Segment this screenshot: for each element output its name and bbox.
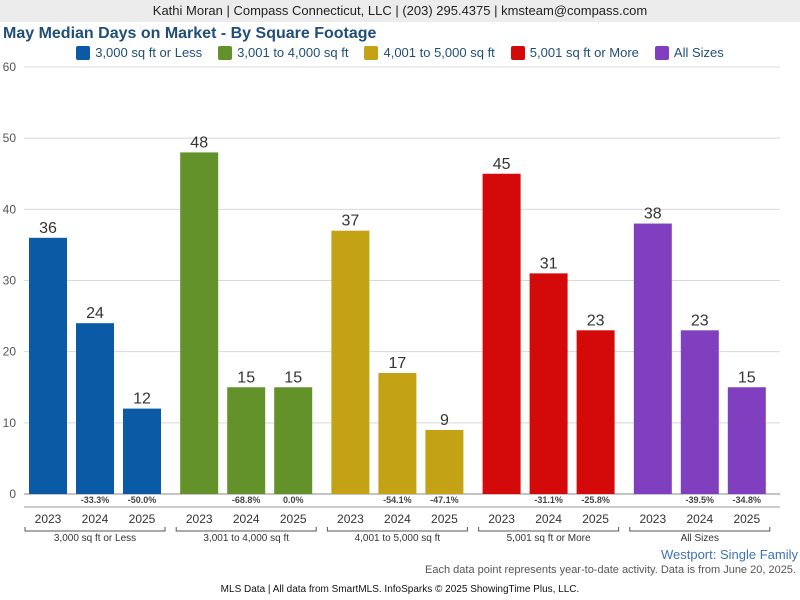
bar [633,223,672,495]
legend-swatch [510,45,525,60]
group-bracket [326,527,468,532]
x-tick-label: 2024 [535,512,562,526]
group-label: All Sizes [681,533,719,544]
bar-value-label: 9 [440,412,449,429]
series-subtitle: Westport: Single Family [660,547,798,562]
change-label: -34.8% [733,495,762,505]
bar [425,429,464,494]
change-label: -31.1% [534,495,563,505]
y-tick-label: 50 [3,131,17,145]
x-tick-label: 2025 [129,512,156,526]
bar [123,408,161,494]
change-label: -33.3% [81,495,110,505]
bar-value-label: 15 [284,369,302,386]
change-label: -39.5% [686,495,715,505]
y-tick-label: 60 [3,60,17,74]
group-label: 4,001 to 5,000 sq ft [355,533,441,544]
change-label: -25.8% [581,495,610,505]
bar-value-label: 24 [86,305,104,322]
x-tick-label: 2023 [488,512,515,526]
legend-item: All Sizes [654,45,724,60]
x-tick-label: 2024 [686,512,713,526]
bar [378,373,417,494]
legend-label: 3,001 to 4,000 sq ft [237,45,349,60]
x-tick-label: 2023 [35,512,62,526]
bar [274,387,313,494]
bar [529,273,568,494]
y-tick-label: 40 [3,202,17,216]
x-tick-label: 2023 [639,512,666,526]
bar [482,173,521,494]
bar-value-label: 15 [237,369,255,386]
change-label: 0.0% [283,495,304,505]
bar [727,387,766,494]
x-tick-label: 2025 [582,512,609,526]
chart-legend: 3,000 sq ft or Less 3,001 to 4,000 sq ft… [0,45,800,60]
bar-value-label: 12 [133,391,151,408]
legend-label: 3,000 sq ft or Less [95,45,203,60]
data-note: Each data point represents year-to-date … [425,564,796,576]
bar-value-label: 23 [691,312,709,329]
source-credit: MLS Data | All data from SmartMLS. InfoS… [220,584,580,595]
bar-value-label: 38 [644,206,662,223]
group-bracket [175,527,317,532]
bar-value-label: 37 [342,213,360,230]
change-label: -50.0% [128,495,157,505]
group-label: 3,000 sq ft or Less [54,533,136,544]
y-tick-label: 0 [9,487,16,501]
chart-title: May Median Days on Market - By Square Fo… [3,25,377,42]
bar [180,152,219,494]
bar-value-label: 31 [540,255,558,272]
bar [76,323,114,494]
y-tick-label: 10 [3,416,17,430]
bar-chart: 0 10 20 30 40 50 60 36 2023 24 -33.3% 2024 12 -50.0% 2… [3,60,780,544]
x-tick-label: 2023 [186,512,213,526]
legend-item: 4,001 to 5,000 sq ft [364,45,495,60]
x-tick-label: 2023 [337,512,364,526]
bar [29,237,67,495]
bar [680,330,719,494]
bar-value-label: 15 [738,369,756,386]
legend-label: 5,001 sq ft or More [529,45,639,60]
bar-value-label: 17 [389,355,407,372]
legend-item: 3,001 to 4,000 sq ft [218,45,348,60]
x-tick-label: 2024 [233,512,260,526]
group-bracket [478,527,620,532]
change-label: -68.8% [232,495,261,505]
change-label: -54.1% [383,495,412,505]
bar-value-label: 45 [493,156,511,173]
legend-item: 5,001 sq ft or More [510,45,639,60]
legend-swatch [364,45,379,60]
legend-label: All Sizes [673,45,724,60]
legend-label: 4,001 to 5,000 sq ft [383,45,495,60]
x-tick-label: 2025 [280,512,307,526]
x-tick-label: 2025 [431,512,458,526]
group-bracket [629,527,771,532]
bar [576,330,615,494]
change-label: -47.1% [430,495,459,505]
legend-swatch [76,45,91,60]
group-label: 3,001 to 4,000 sq ft [203,533,289,544]
x-tick-label: 2024 [82,512,109,526]
x-tick-label: 2025 [733,512,760,526]
bar [331,230,370,494]
legend-item: 3,000 sq ft or Less [76,45,202,60]
bar-value-label: 36 [39,220,57,237]
y-tick-label: 20 [3,345,17,359]
legend-swatch [654,45,669,60]
bar-value-label: 23 [587,312,605,329]
agent-header: Kathi Moran | Compass Connecticut, LLC |… [0,0,800,22]
x-tick-label: 2024 [384,512,411,526]
y-tick-label: 30 [3,274,17,288]
group-label: 5,001 sq ft or More [507,533,591,544]
bar [227,387,266,494]
legend-swatch [218,45,233,60]
group-bracket [24,527,166,532]
bar-value-label: 48 [190,134,208,151]
